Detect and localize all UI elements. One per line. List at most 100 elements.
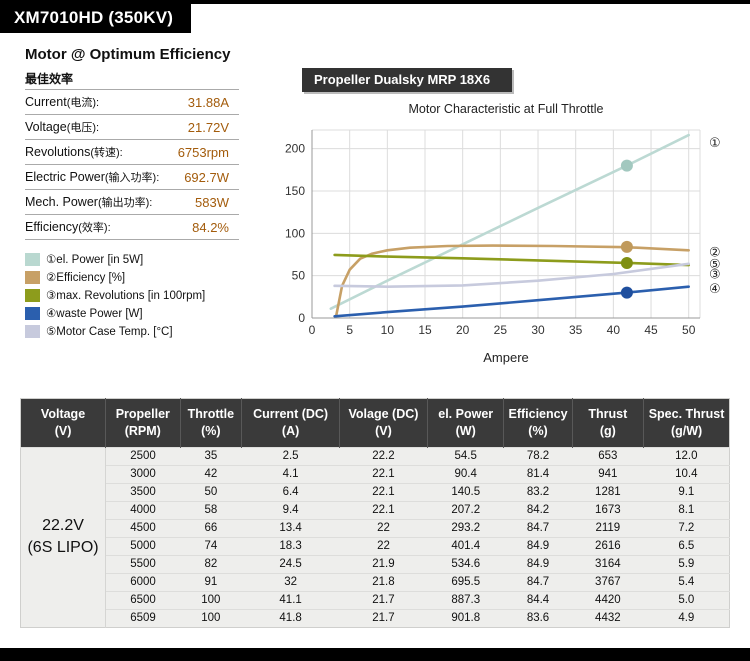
table-row: 6509 100 41.8 21.7 901.8 83.6 4432 4.9 — [21, 608, 730, 628]
table-cell: 82 — [180, 554, 242, 574]
legend-item: ①el. Power [in 5W] — [25, 252, 262, 266]
table-cell: 12.0 — [643, 446, 730, 466]
legend-swatch — [25, 324, 40, 338]
table-cell: 83.2 — [503, 482, 573, 502]
table-cell: 6.4 — [241, 482, 340, 502]
svg-text:⑤: ⑤ — [709, 257, 721, 272]
propeller-label: Propeller Dualsky MRP 18X6 — [302, 68, 513, 92]
table-cell: 84.9 — [503, 554, 573, 574]
spec-row: Efficiency(效率): 84.2% — [25, 215, 239, 240]
legend-swatch — [25, 288, 40, 302]
page-title: XM7010HD (350KV) — [0, 4, 192, 33]
table-cell: 84.9 — [503, 536, 573, 556]
table-cell: 4432 — [572, 608, 644, 628]
table-cell: 2.5 — [241, 446, 340, 466]
table-row: 4000 58 9.4 22.1 207.2 84.2 1673 8.1 — [21, 500, 730, 520]
table-cell: 3767 — [572, 572, 644, 592]
chart-legend: ①el. Power [in 5W] ②Efficiency [%] ③max. R… — [25, 252, 262, 338]
table-cell: 4.9 — [643, 608, 730, 628]
optimum-subtitle: 最佳效率 — [25, 72, 74, 86]
column-header: Voltage (V) — [20, 398, 106, 448]
column-header: Volage (DC) (V) — [339, 398, 428, 448]
spec-value: 6753rpm — [177, 144, 229, 160]
table-cell: 90.4 — [427, 464, 504, 484]
table-cell: 22.1 — [339, 482, 428, 502]
svg-text:③: ③ — [709, 268, 721, 283]
table-cell: 84.2 — [503, 500, 573, 520]
table-row: 6500 100 41.1 21.7 887.3 84.4 4420 5.0 — [21, 590, 730, 610]
svg-text:25: 25 — [494, 323, 508, 337]
table-row: 3000 42 4.1 22.1 90.4 81.4 941 10.4 — [21, 464, 730, 484]
chart-panel: Propeller Dualsky MRP 18X6 Motor Charact… — [262, 44, 750, 384]
svg-text:35: 35 — [569, 323, 583, 337]
table-cell: 22 — [339, 536, 428, 556]
voltage-cell: 22.2V (6S LIPO) — [20, 446, 107, 628]
optimum-title: Motor @ Optimum Efficiency — [25, 46, 231, 63]
legend-swatch — [25, 306, 40, 320]
table-cell: 74 — [180, 536, 242, 556]
table-cell: 22 — [339, 518, 428, 538]
spec-label: Current(电流): — [25, 95, 100, 109]
column-header: Spec. Thrust (g/W) — [643, 398, 730, 448]
svg-text:①: ① — [709, 136, 721, 151]
spec-row: Revolutions(转速): 6753rpm — [25, 140, 239, 165]
table-cell: 3500 — [105, 482, 181, 502]
spec-label: Revolutions(转速): — [25, 145, 123, 159]
table-cell: 1281 — [572, 482, 644, 502]
spec-value: 583W — [195, 194, 229, 210]
table-cell: 6000 — [105, 572, 181, 592]
spec-row: Current(电流): 31.88A — [25, 90, 239, 115]
svg-text:45: 45 — [644, 323, 658, 337]
performance-table: Voltage (V) Propeller (RPM) Throttle (%) Curre… — [20, 398, 730, 628]
table-row: 3500 50 6.4 22.1 140.5 83.2 1281 9.1 — [21, 482, 730, 502]
table-cell: 91 — [180, 572, 242, 592]
table-cell: 534.6 — [427, 554, 504, 574]
table-cell: 84.4 — [503, 590, 573, 610]
table-cell: 24.5 — [241, 554, 340, 574]
table-row: 5500 82 24.5 21.9 534.6 84.9 3164 5.9 — [21, 554, 730, 574]
svg-text:0: 0 — [298, 311, 305, 325]
table-cell: 207.2 — [427, 500, 504, 520]
table-cell: 42 — [180, 464, 242, 484]
table-cell: 901.8 — [427, 608, 504, 628]
table-cell: 653 — [572, 446, 644, 466]
table-cell: 5.9 — [643, 554, 730, 574]
legend-label: ②Efficiency [%] — [46, 272, 126, 284]
table-body: 22.2V (6S LIPO) 2500 35 2.5 22.2 54.5 78.2 653 12… — [20, 446, 730, 628]
spec-label: Electric Power(输入功率): — [25, 170, 160, 184]
table-cell: 3164 — [572, 554, 644, 574]
legend-item: ③max. Revolutions [in 100rpm] — [25, 288, 262, 302]
table-cell: 1673 — [572, 500, 644, 520]
column-header: Throttle (%) — [179, 398, 242, 448]
header-row: XM7010HD (350KV) — [0, 4, 750, 33]
table-cell: 5.4 — [643, 572, 730, 592]
legend-swatch — [25, 252, 40, 266]
footer-bar — [0, 648, 750, 661]
table-cell: 6500 — [105, 590, 181, 610]
table-cell: 887.3 — [427, 590, 504, 610]
legend-label: ④waste Power [W] — [46, 308, 143, 320]
svg-text:50: 50 — [682, 323, 696, 337]
legend-item: ④waste Power [W] — [25, 306, 262, 320]
table-cell: 5500 — [105, 554, 181, 574]
legend-label: ③max. Revolutions [in 100rpm] — [46, 290, 206, 302]
svg-text:④: ④ — [709, 282, 721, 297]
table-cell: 9.4 — [241, 500, 340, 520]
table-cell: 22.1 — [339, 464, 428, 484]
table-cell: 4.1 — [241, 464, 340, 484]
spec-label: Voltage(电压): — [25, 120, 100, 134]
table-cell: 4420 — [572, 590, 644, 610]
spec-label: Efficiency(效率): — [25, 220, 111, 234]
table-cell: 6.5 — [643, 536, 730, 556]
svg-text:30: 30 — [531, 323, 545, 337]
table-cell: 50 — [180, 482, 242, 502]
table-cell: 32 — [241, 572, 340, 592]
spec-value: 692.7W — [184, 169, 229, 185]
spec-label: Mech. Power(输出功率): — [25, 195, 153, 209]
table-cell: 5000 — [105, 536, 181, 556]
table-cell: 84.7 — [503, 572, 573, 592]
table-cell: 2500 — [105, 446, 181, 466]
table-cell: 100 — [180, 608, 242, 628]
